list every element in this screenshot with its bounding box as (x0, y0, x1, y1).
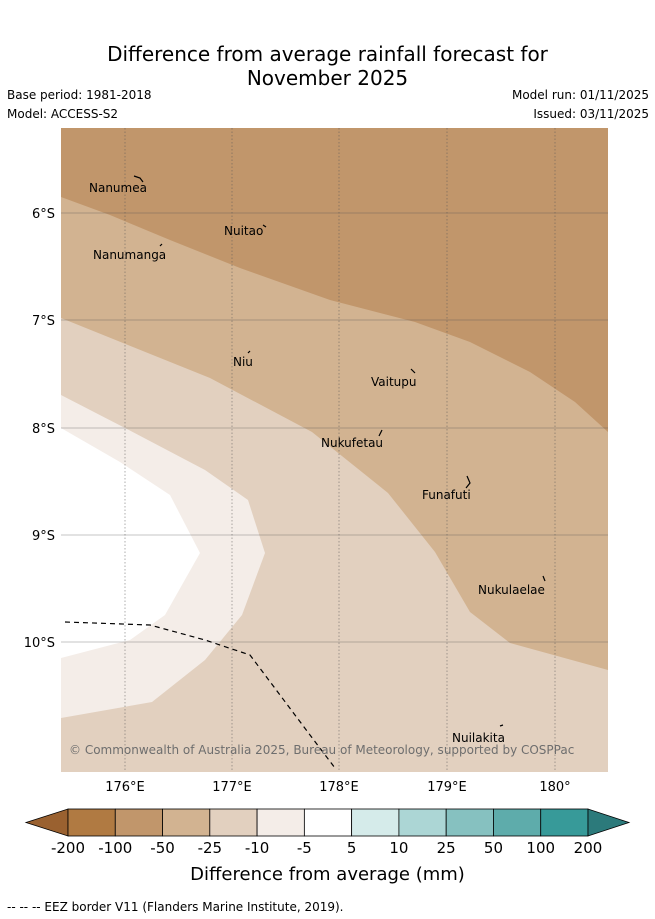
colorbar-segment (351, 808, 400, 837)
colorbar-segment (303, 808, 353, 837)
island-marker-icon (247, 350, 251, 354)
colorbar-tick-label: 200 (574, 839, 603, 857)
place-label-nanumea: Nanumea (89, 181, 147, 195)
colorbar-segment (493, 808, 542, 837)
place-label-funafuti: Funafuti (422, 488, 471, 502)
lat-label-9s: 9°S (32, 529, 55, 544)
island-marker-icon (262, 224, 267, 228)
island-marker-icon (542, 575, 546, 582)
rainfall-bands: Nanumea Nuitao Nanumanga Niu Vaitupu Nuk… (61, 128, 608, 772)
colorbar-tick-label: -5 (297, 839, 312, 857)
colorbar-tick-label: 10 (389, 839, 408, 857)
place-labels: Nanumea Nuitao Nanumanga Niu Vaitupu Nuk… (89, 181, 545, 745)
place-label-nukulaelae: Nukulaelae (478, 583, 545, 597)
island-marker-icon (378, 429, 383, 437)
island-marker-icon (133, 175, 144, 183)
lat-gridlines (61, 212, 608, 643)
lat-label-7s: 7°S (32, 314, 55, 329)
island-marker-icon (410, 368, 416, 374)
lon-axis-labels: 176°E 177°E 178°E 179°E 180° (105, 780, 570, 795)
place-label-vaitupu: Vaitupu (371, 375, 417, 389)
place-label-nuilakita: Nuilakita (452, 731, 505, 745)
colorbar: -200 -100 -50 -25 -10 -5 5 10 25 50 100 200 (24, 808, 631, 857)
eez-border (64, 621, 336, 769)
colorbar-tick-label: 50 (484, 839, 503, 857)
issued-date: Issued: 03/11/2025 (533, 107, 649, 121)
colorbar-segment (162, 808, 211, 837)
chart-title-line2: November 2025 (246, 66, 409, 90)
lon-label-178e: 178°E (319, 780, 359, 795)
colorbar-segment (398, 808, 447, 837)
island-marker-icon (159, 243, 163, 247)
colorbar-segment (256, 808, 305, 837)
model-run: Model run: 01/11/2025 (511, 88, 649, 102)
colorbar-tick-label: -50 (150, 839, 175, 857)
place-label-nanumanga: Nanumanga (93, 248, 166, 262)
island-outlines (133, 175, 546, 727)
lat-label-8s: 8°S (32, 422, 55, 437)
lon-label-179e: 179°E (427, 780, 467, 795)
place-label-nukufetau: Nukufetau (321, 436, 383, 450)
lat-label-10s: 10°S (24, 636, 55, 651)
colorbar-segment (445, 808, 494, 837)
colorbar-extend-high (587, 808, 631, 837)
colorbar-tick-label: 5 (347, 839, 357, 857)
place-label-niu: Niu (233, 355, 253, 369)
place-label-nuitao: Nuitao (224, 224, 263, 238)
colorbar-tick-label: -200 (51, 839, 85, 857)
lon-gridlines (124, 128, 556, 772)
colorbar-segment (540, 808, 589, 837)
colorbar-extend-low (24, 808, 69, 837)
base-period: Base period: 1981-2018 (7, 88, 152, 102)
band-near-average (61, 428, 200, 658)
island-marker-icon (499, 724, 504, 727)
colorbar-tick-label: 100 (526, 839, 555, 857)
copyright-notice: © Commonwealth of Australia 2025, Bureau… (69, 743, 574, 757)
island-marker-icon (465, 475, 471, 489)
colorbar-tick-label: -25 (198, 839, 223, 857)
lon-label-180: 180° (539, 780, 570, 795)
band-minus-50-to-minus-100 (61, 128, 608, 432)
lat-axis-labels: 6°S 7°S 8°S 9°S 10°S (24, 207, 55, 651)
model-name: Model: ACCESS-S2 (7, 107, 119, 121)
colorbar-label: Difference from average (mm) (190, 864, 465, 885)
colorbar-tick-label: 25 (437, 839, 456, 857)
colorbar-segment (67, 808, 116, 837)
lon-label-176e: 176°E (105, 780, 145, 795)
colorbar-segment (114, 808, 163, 837)
colorbar-tick-label: -100 (98, 839, 132, 857)
colorbar-tick-label: -10 (245, 839, 270, 857)
lon-label-177e: 177°E (212, 780, 252, 795)
eez-legend-note: -- -- -- EEZ border V11 (Flanders Marine… (7, 900, 344, 914)
chart-title-line1: Difference from average rainfall forecas… (107, 42, 548, 66)
lat-label-6s: 6°S (32, 207, 55, 222)
colorbar-segment (209, 808, 258, 837)
